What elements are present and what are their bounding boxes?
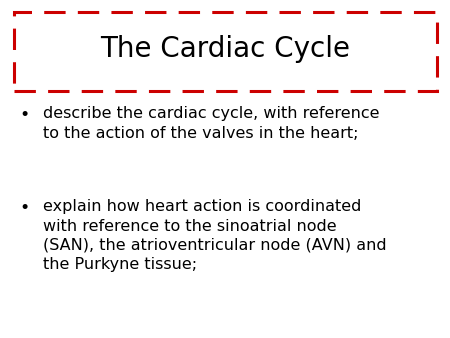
FancyBboxPatch shape (14, 12, 436, 91)
Text: describe the cardiac cycle, with reference
to the action of the valves in the he: describe the cardiac cycle, with referen… (43, 106, 379, 141)
Text: explain how heart action is coordinated
with reference to the sinoatrial node
(S: explain how heart action is coordinated … (43, 199, 387, 272)
Text: •: • (20, 106, 30, 124)
Text: •: • (20, 199, 30, 217)
Text: The Cardiac Cycle: The Cardiac Cycle (100, 35, 350, 63)
